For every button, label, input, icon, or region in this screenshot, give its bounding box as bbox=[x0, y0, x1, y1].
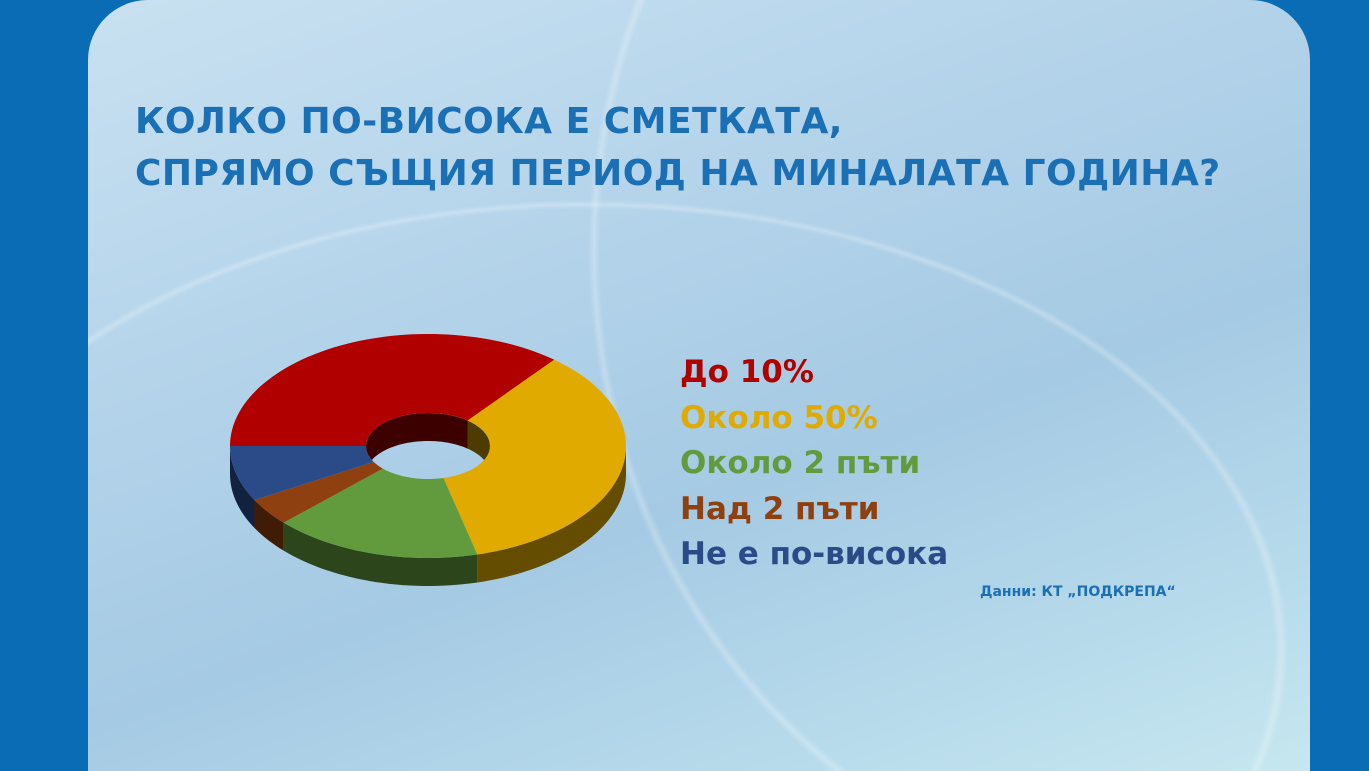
slice-side-4 bbox=[230, 446, 255, 528]
legend-item-1: Около 50% bbox=[680, 399, 878, 436]
title-line-2: СПРЯМО СЪЩИЯ ПЕРИОД НА МИНАЛАТА ГОДИНА? bbox=[135, 153, 1221, 194]
slice-side-1 bbox=[477, 446, 626, 583]
source-note: Данни: КТ „ПОДКРЕПА“ bbox=[980, 584, 1176, 600]
slice-3 bbox=[254, 461, 383, 523]
legend-item-0: До 10% bbox=[680, 354, 814, 390]
legend-item-4: Не е по-висока bbox=[680, 536, 949, 572]
slice-0 bbox=[230, 334, 555, 446]
slice-2 bbox=[283, 468, 478, 558]
legend-item-2: Около 2 пъти bbox=[680, 445, 921, 481]
slice-side-3 bbox=[254, 499, 284, 551]
chart-title: КОЛКО ПО-ВИСОКА Е СМЕТКАТА, СПРЯМО СЪЩИЯ… bbox=[135, 96, 1221, 200]
slice-inner-wall-1 bbox=[467, 420, 490, 474]
slice-inner-wall-0 bbox=[366, 413, 468, 474]
legend: До 10% Около 50% Около 2 пъти Над 2 пъти… bbox=[680, 350, 948, 578]
slice-side-2 bbox=[283, 522, 478, 586]
slice-4 bbox=[230, 446, 374, 500]
title-line-1: КОЛКО ПО-ВИСОКА Е СМЕТКАТА, bbox=[135, 101, 843, 142]
legend-item-3: Над 2 пъти bbox=[680, 490, 880, 527]
slice-1 bbox=[443, 359, 626, 555]
